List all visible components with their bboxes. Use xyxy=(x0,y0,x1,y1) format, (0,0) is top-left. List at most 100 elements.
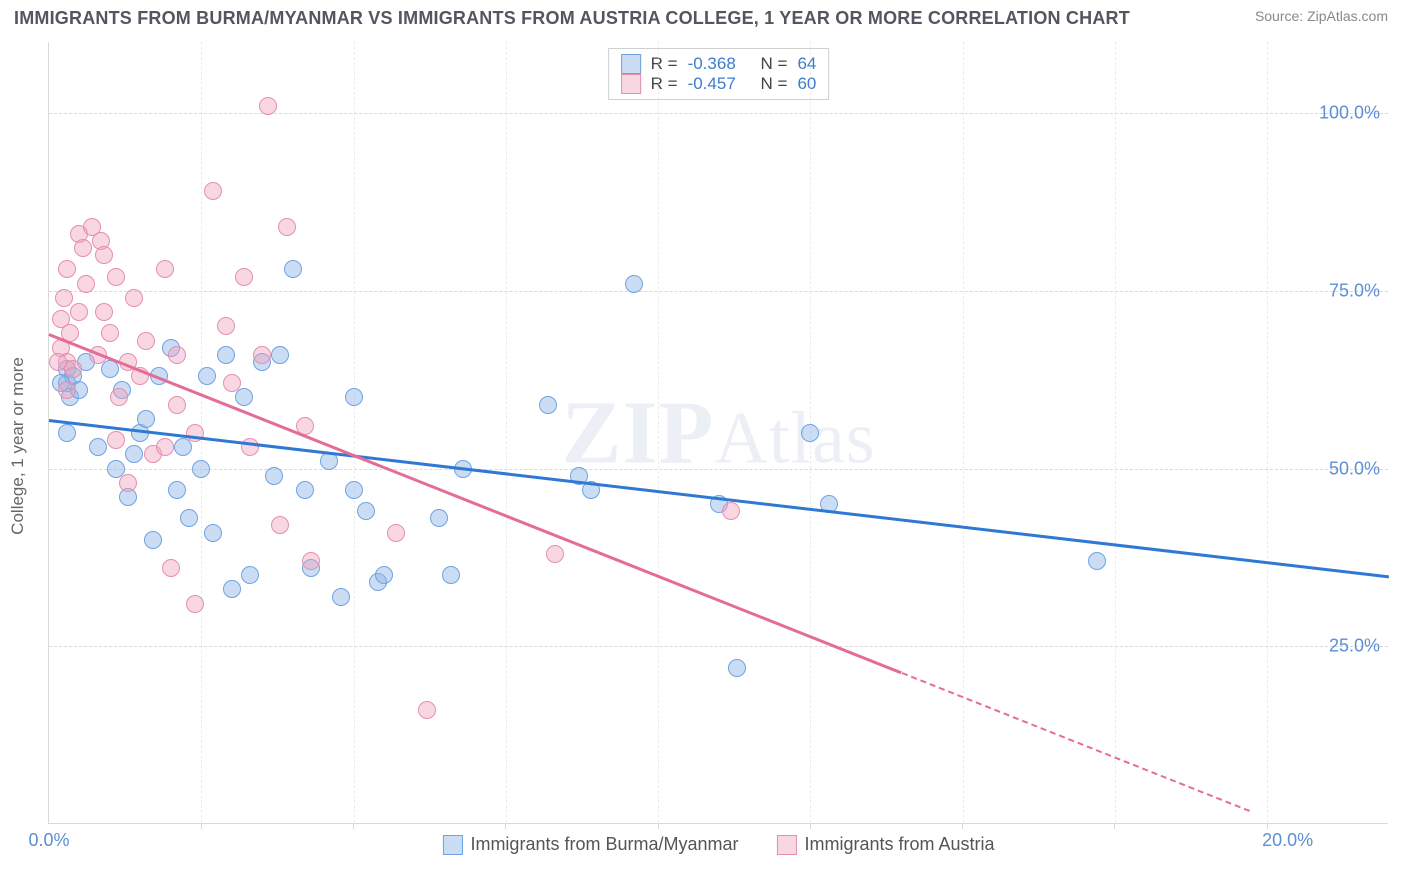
regression-line xyxy=(901,672,1249,812)
scatter-point xyxy=(186,595,204,613)
gridline-h xyxy=(49,469,1388,470)
y-tick-label: 100.0% xyxy=(1319,103,1380,124)
scatter-point xyxy=(101,360,119,378)
r-value-series1: -0.368 xyxy=(688,54,736,74)
scatter-point xyxy=(119,474,137,492)
scatter-point xyxy=(241,566,259,584)
scatter-point xyxy=(284,260,302,278)
scatter-point xyxy=(728,659,746,677)
legend-item-series2: Immigrants from Austria xyxy=(777,834,995,855)
scatter-point xyxy=(125,445,143,463)
legend-item-series1: Immigrants from Burma/Myanmar xyxy=(442,834,738,855)
scatter-point xyxy=(332,588,350,606)
scatter-point xyxy=(110,388,128,406)
y-tick-label: 50.0% xyxy=(1329,458,1380,479)
regression-stats-box: R = -0.368 N = 64 R = -0.457 N = 60 xyxy=(608,48,830,100)
scatter-point xyxy=(162,559,180,577)
x-tick-label-min: 0.0% xyxy=(28,830,69,851)
scatter-point xyxy=(259,97,277,115)
stats-row-series2: R = -0.457 N = 60 xyxy=(621,74,817,94)
scatter-point xyxy=(271,346,289,364)
scatter-point xyxy=(107,268,125,286)
x-tick-label-max: 20.0% xyxy=(1262,830,1313,851)
swatch-series1 xyxy=(621,54,641,74)
gridline-v xyxy=(658,42,659,823)
scatter-point xyxy=(204,524,222,542)
x-tick-mark xyxy=(810,823,811,829)
scatter-point xyxy=(95,303,113,321)
scatter-point xyxy=(296,481,314,499)
scatter-point xyxy=(1088,552,1106,570)
r-label: R = xyxy=(651,54,678,74)
scatter-point xyxy=(137,410,155,428)
n-label: N = xyxy=(761,74,788,94)
scatter-point xyxy=(174,438,192,456)
scatter-point xyxy=(58,424,76,442)
scatter-point xyxy=(345,388,363,406)
gridline-v xyxy=(963,42,964,823)
scatter-point xyxy=(55,289,73,307)
scatter-point xyxy=(442,566,460,584)
watermark-part-a: ZIP xyxy=(561,383,714,482)
x-tick-mark xyxy=(658,823,659,829)
x-tick-mark xyxy=(1267,823,1268,829)
scatter-point xyxy=(722,502,740,520)
scatter-point xyxy=(49,353,67,371)
scatter-point xyxy=(801,424,819,442)
legend-swatch-series1 xyxy=(442,835,462,855)
scatter-point xyxy=(168,396,186,414)
scatter-point xyxy=(77,275,95,293)
scatter-point xyxy=(180,509,198,527)
legend-swatch-series2 xyxy=(777,835,797,855)
legend-label-series1: Immigrants from Burma/Myanmar xyxy=(470,834,738,855)
x-tick-mark xyxy=(201,823,202,829)
gridline-h xyxy=(49,113,1388,114)
scatter-point xyxy=(168,346,186,364)
gridline-h xyxy=(49,291,1388,292)
n-label: N = xyxy=(761,54,788,74)
scatter-point xyxy=(235,388,253,406)
scatter-point xyxy=(265,467,283,485)
scatter-point xyxy=(107,431,125,449)
scatter-point xyxy=(345,481,363,499)
scatter-point xyxy=(156,260,174,278)
scatter-point xyxy=(546,545,564,563)
gridline-v xyxy=(506,42,507,823)
source-label: Source: ZipAtlas.com xyxy=(1255,8,1388,24)
legend-label-series2: Immigrants from Austria xyxy=(805,834,995,855)
x-tick-mark xyxy=(505,823,506,829)
scatter-point xyxy=(137,332,155,350)
swatch-series2 xyxy=(621,74,641,94)
stats-row-series1: R = -0.368 N = 64 xyxy=(621,54,817,74)
scatter-point xyxy=(320,452,338,470)
scatter-point xyxy=(204,182,222,200)
scatter-point xyxy=(278,218,296,236)
watermark-part-b: Atlas xyxy=(714,397,875,479)
x-tick-mark xyxy=(962,823,963,829)
regression-line xyxy=(49,419,1389,578)
scatter-point xyxy=(192,460,210,478)
scatter-point xyxy=(375,566,393,584)
x-tick-mark xyxy=(1114,823,1115,829)
scatter-point xyxy=(430,509,448,527)
scatter-point xyxy=(357,502,375,520)
scatter-point xyxy=(271,516,289,534)
y-tick-label: 75.0% xyxy=(1329,280,1380,301)
scatter-point xyxy=(539,396,557,414)
scatter-point xyxy=(253,346,271,364)
scatter-point xyxy=(89,438,107,456)
scatter-point xyxy=(74,239,92,257)
scatter-point xyxy=(58,381,76,399)
scatter-point xyxy=(198,367,216,385)
scatter-point xyxy=(418,701,436,719)
scatter-point xyxy=(70,303,88,321)
y-tick-label: 25.0% xyxy=(1329,636,1380,657)
scatter-point xyxy=(625,275,643,293)
scatter-point xyxy=(302,552,320,570)
scatter-point xyxy=(217,346,235,364)
bottom-legend: Immigrants from Burma/Myanmar Immigrants… xyxy=(442,834,994,855)
scatter-point xyxy=(223,374,241,392)
scatter-point xyxy=(156,438,174,456)
scatter-point xyxy=(223,580,241,598)
gridline-h xyxy=(49,646,1388,647)
